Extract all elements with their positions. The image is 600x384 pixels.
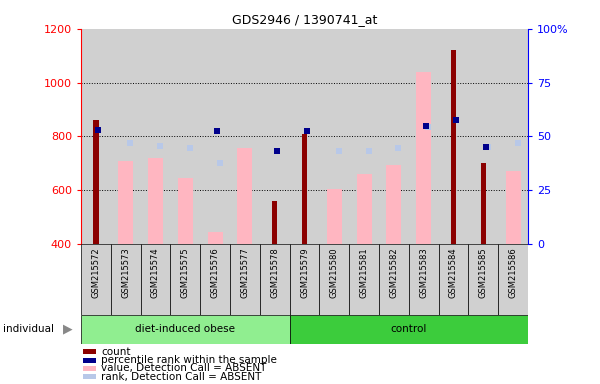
Text: GSM215586: GSM215586 — [509, 247, 518, 298]
Title: GDS2946 / 1390741_at: GDS2946 / 1390741_at — [232, 13, 377, 26]
Text: GSM215581: GSM215581 — [359, 247, 368, 298]
Bar — [230, 29, 260, 244]
Text: ▶: ▶ — [63, 323, 73, 336]
Bar — [386, 164, 401, 244]
Bar — [349, 244, 379, 315]
Bar — [272, 201, 277, 244]
Bar — [469, 244, 498, 315]
Bar — [409, 244, 439, 315]
Text: percentile rank within the sample: percentile rank within the sample — [101, 355, 277, 365]
Bar — [200, 244, 230, 315]
Bar — [290, 29, 319, 244]
Bar — [469, 29, 498, 244]
Text: GSM215580: GSM215580 — [330, 247, 339, 298]
Bar — [439, 244, 469, 315]
Text: GSM215584: GSM215584 — [449, 247, 458, 298]
Bar — [238, 148, 253, 244]
Text: GSM215576: GSM215576 — [211, 247, 220, 298]
Text: value, Detection Call = ABSENT: value, Detection Call = ABSENT — [101, 363, 266, 373]
Bar — [81, 315, 290, 344]
Bar — [379, 29, 409, 244]
Bar — [83, 366, 96, 371]
Bar — [111, 29, 140, 244]
Bar — [208, 232, 223, 244]
Bar — [290, 315, 528, 344]
Bar — [319, 29, 349, 244]
Text: individual: individual — [3, 324, 54, 334]
Bar — [506, 171, 521, 244]
Bar — [409, 29, 439, 244]
Bar — [349, 29, 379, 244]
Bar — [83, 374, 96, 379]
Bar — [416, 72, 431, 244]
Bar — [319, 244, 349, 315]
Bar — [451, 50, 456, 244]
Text: GSM215579: GSM215579 — [300, 247, 309, 298]
Bar — [230, 244, 260, 315]
Bar — [302, 134, 307, 244]
Bar — [118, 161, 133, 244]
Text: control: control — [391, 324, 427, 334]
Text: GSM215582: GSM215582 — [389, 247, 398, 298]
Text: GSM215583: GSM215583 — [419, 247, 428, 298]
Text: diet-induced obese: diet-induced obese — [136, 324, 235, 334]
Bar — [498, 29, 528, 244]
Bar — [83, 358, 96, 362]
Bar — [81, 244, 111, 315]
Bar — [290, 244, 319, 315]
Bar — [170, 29, 200, 244]
Bar — [200, 29, 230, 244]
Bar — [379, 244, 409, 315]
Bar — [498, 244, 528, 315]
Bar — [148, 158, 163, 244]
Bar — [140, 29, 170, 244]
Bar — [83, 349, 96, 354]
Bar — [178, 178, 193, 244]
Text: rank, Detection Call = ABSENT: rank, Detection Call = ABSENT — [101, 372, 262, 382]
Text: GSM215575: GSM215575 — [181, 247, 190, 298]
Text: GSM215573: GSM215573 — [121, 247, 130, 298]
Text: GSM215577: GSM215577 — [241, 247, 250, 298]
Bar — [356, 174, 371, 244]
Text: count: count — [101, 347, 131, 357]
Bar — [93, 120, 98, 244]
Bar — [260, 244, 290, 315]
Text: GSM215572: GSM215572 — [91, 247, 100, 298]
Bar — [327, 189, 342, 244]
Bar — [170, 244, 200, 315]
Bar — [81, 29, 111, 244]
Text: GSM215574: GSM215574 — [151, 247, 160, 298]
Bar — [260, 29, 290, 244]
Text: GSM215585: GSM215585 — [479, 247, 488, 298]
Text: GSM215578: GSM215578 — [270, 247, 279, 298]
Bar — [481, 163, 486, 244]
Bar — [140, 244, 170, 315]
Bar — [439, 29, 469, 244]
Bar — [111, 244, 140, 315]
